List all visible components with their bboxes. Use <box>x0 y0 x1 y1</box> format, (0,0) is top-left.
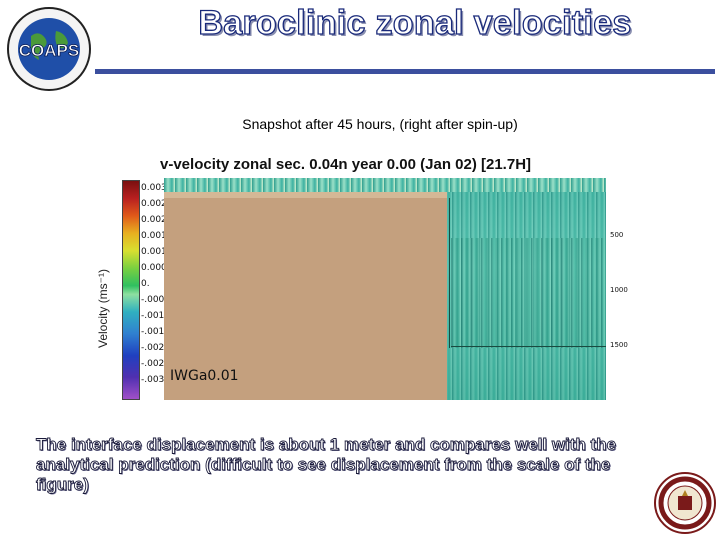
fsu-seal-logo <box>654 472 716 534</box>
depth-label: 500 <box>610 231 624 239</box>
caption-text: The interface displacement is about 1 me… <box>36 435 617 495</box>
colorbar-tick: 0.001 <box>141 231 167 241</box>
plot-annotation: IWGa0.01 <box>170 368 239 384</box>
colorbar-tick: 0.003 <box>141 183 167 193</box>
topography-edge <box>164 192 447 200</box>
colorbar-tick: 0. <box>141 279 150 289</box>
surface-band <box>164 178 606 192</box>
topography-mask <box>164 198 447 400</box>
page-title: Baroclinic zonal velocities <box>198 3 632 42</box>
colorbar-tick: -.001 <box>141 327 165 337</box>
colorbar-tick: -.003 <box>141 375 165 385</box>
slope-boundary <box>449 198 450 348</box>
colorbar-tick: -.002 <box>141 343 165 353</box>
depth-label: 1000 <box>610 286 628 294</box>
velocity-stripes <box>451 238 606 348</box>
velocity-section-plot <box>164 178 606 400</box>
colorbar-tick: -.001 <box>141 311 165 321</box>
logo-text: COAPS <box>19 41 79 60</box>
figure-title: v-velocity zonal sec. 0.04n year 0.00 (J… <box>160 156 532 173</box>
depth-label: 1500 <box>610 341 628 349</box>
interface-line <box>451 346 606 347</box>
title-divider <box>95 69 715 74</box>
colorbar-tick: 0.002 <box>141 199 167 209</box>
colorbar-tick: 0.001 <box>141 247 167 257</box>
coaps-logo: COAPS <box>7 7 91 91</box>
y-axis-label: Velocity (ms⁻¹) <box>96 268 110 348</box>
colorbar <box>122 180 140 400</box>
colorbar-tick: -.000 <box>141 295 165 305</box>
colorbar-tick: 0.002 <box>141 215 167 225</box>
snapshot-subtitle: Snapshot after 45 hours, (right after sp… <box>242 116 518 132</box>
colorbar-tick: -.002 <box>141 359 165 369</box>
colorbar-tick: 0.000 <box>141 263 167 273</box>
